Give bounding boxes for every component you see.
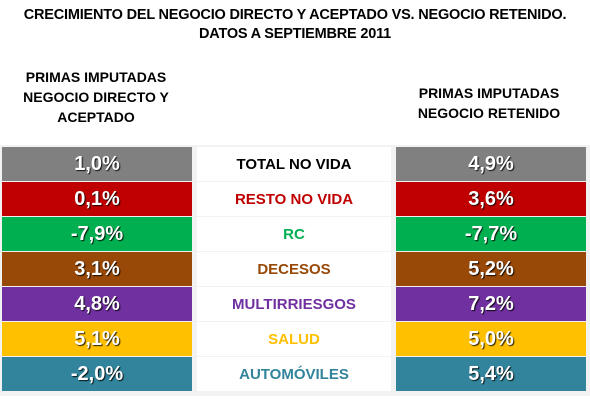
table-row: 0,1% RESTO NO VIDA 3,6% xyxy=(0,182,590,218)
header-directo-aceptado: PRIMAS IMPUTADAS NEGOCIO DIRECTO Y ACEPT… xyxy=(10,67,182,127)
header-left-line-1: PRIMAS IMPUTADAS xyxy=(25,69,167,85)
directo-value: 5,1% xyxy=(2,322,192,356)
retenido-value: 4,9% xyxy=(396,147,586,181)
directo-value: 3,1% xyxy=(2,252,192,286)
title-line-1: CRECIMIENTO DEL NEGOCIO DIRECTO Y ACEPTA… xyxy=(23,7,567,23)
header-right-line-2: NEGOCIO RETENIDO xyxy=(417,105,561,121)
retenido-value: 5,4% xyxy=(396,357,586,391)
table-row: 4,8% MULTIRRIESGOS 7,2% xyxy=(0,287,590,323)
retenido-value: 3,6% xyxy=(396,182,586,216)
retenido-value: 5,0% xyxy=(396,322,586,356)
header-right-line-1: PRIMAS IMPUTADAS xyxy=(418,85,560,101)
table-row: -7,9% RC -7,7% xyxy=(0,217,590,253)
header-left-line-3: ACEPTADO xyxy=(57,109,135,125)
directo-value: 1,0% xyxy=(2,147,192,181)
directo-value: -7,9% xyxy=(2,217,192,251)
header-left-line-2: NEGOCIO DIRECTO Y xyxy=(23,89,169,105)
category-label: MULTIRRIESGOS xyxy=(197,287,391,321)
directo-value: 0,1% xyxy=(2,182,192,216)
table-row: 1,0% TOTAL NO VIDA 4,9% xyxy=(0,147,590,183)
retenido-value: 7,2% xyxy=(396,287,586,321)
directo-value: -2,0% xyxy=(2,357,192,391)
table-row: 3,1% DECESOS 5,2% xyxy=(0,252,590,288)
retenido-value: 5,2% xyxy=(396,252,586,286)
category-label: RESTO NO VIDA xyxy=(197,182,391,216)
category-label: RC xyxy=(197,217,391,251)
table-row: -2,0% AUTOMÓVILES 5,4% xyxy=(0,357,590,393)
category-label: TOTAL NO VIDA xyxy=(197,147,391,181)
title-line-2: DATOS A SEPTIEMBRE 2011 xyxy=(198,26,391,42)
comparison-table: 1,0% TOTAL NO VIDA 4,9% 0,1% RESTO NO VI… xyxy=(0,145,590,396)
retenido-value: -7,7% xyxy=(396,217,586,251)
directo-value: 4,8% xyxy=(2,287,192,321)
page-title: CRECIMIENTO DEL NEGOCIO DIRECTO Y ACEPTA… xyxy=(0,6,590,44)
category-label: AUTOMÓVILES xyxy=(197,357,391,391)
header-retenido: PRIMAS IMPUTADAS NEGOCIO RETENIDO xyxy=(394,83,584,123)
table-row: 5,1% SALUD 5,0% xyxy=(0,322,590,358)
category-label: DECESOS xyxy=(197,252,391,286)
category-label: SALUD xyxy=(197,322,391,356)
